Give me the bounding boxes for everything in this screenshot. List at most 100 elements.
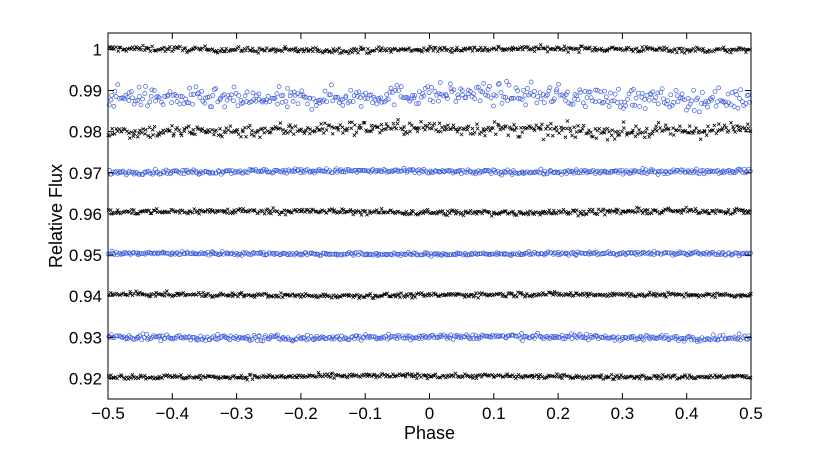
- data-point: [706, 124, 710, 129]
- data-point: [393, 292, 397, 297]
- data-point: [625, 291, 629, 296]
- data-point: [658, 293, 663, 297]
- data-point: [444, 168, 450, 174]
- data-point: [608, 90, 613, 96]
- data-point: [455, 92, 461, 98]
- data-point: [652, 208, 657, 213]
- data-point: [286, 168, 292, 174]
- data-point: [271, 206, 276, 210]
- data-point: [456, 210, 461, 215]
- data-point: [634, 252, 639, 257]
- data-point: [483, 133, 487, 138]
- data-point: [398, 210, 402, 215]
- data-point: [149, 251, 154, 256]
- data-point: [450, 50, 454, 55]
- data-point: [510, 292, 514, 296]
- data-point: [420, 91, 425, 96]
- data-point: [262, 211, 267, 216]
- data-point: [509, 48, 514, 53]
- data-point: [310, 49, 315, 54]
- data-point: [248, 48, 253, 52]
- data-point: [169, 100, 174, 105]
- data-point: [327, 123, 332, 127]
- data-point: [566, 50, 571, 55]
- data-point: [641, 48, 646, 53]
- data-point: [726, 128, 731, 133]
- data-point: [181, 171, 187, 177]
- data-point: [352, 46, 357, 51]
- data-point: [229, 171, 234, 176]
- data-point: [661, 96, 666, 102]
- data-point: [619, 167, 625, 173]
- data-point: [655, 47, 659, 52]
- data-point: [577, 50, 581, 55]
- data-point: [249, 132, 254, 137]
- data-point: [205, 95, 210, 100]
- data-point: [433, 292, 438, 297]
- data-point: [199, 88, 204, 94]
- data-point: [274, 168, 279, 174]
- data-point: [630, 102, 635, 108]
- data-point: [745, 122, 750, 127]
- data-point: [125, 293, 130, 298]
- data-point: [623, 103, 628, 108]
- data-point: [179, 94, 185, 99]
- data-point: [534, 123, 539, 128]
- data-point: [743, 251, 749, 257]
- data-point: [480, 89, 485, 95]
- data-point: [706, 292, 711, 297]
- data-point: [599, 209, 603, 214]
- data-point: [475, 126, 480, 131]
- data-point: [283, 212, 288, 217]
- data-point: [436, 294, 440, 298]
- data-point: [256, 91, 262, 97]
- data-point: [210, 47, 215, 51]
- data-point: [357, 95, 363, 100]
- data-point: [607, 46, 612, 51]
- data-point: [110, 45, 115, 49]
- data-point: [190, 101, 195, 107]
- data-point: [666, 126, 671, 131]
- data-point: [617, 132, 622, 137]
- data-point: [202, 100, 208, 106]
- data-point: [737, 125, 742, 129]
- data-point: [416, 101, 422, 106]
- data-point: [377, 210, 382, 215]
- data-point: [209, 104, 214, 110]
- data-point: [235, 103, 241, 109]
- data-point: [437, 80, 443, 85]
- data-point: [154, 207, 159, 211]
- data-point: [697, 211, 701, 216]
- data-point: [379, 294, 383, 298]
- data-point: [179, 373, 183, 377]
- data-point: [205, 130, 210, 135]
- data-point: [678, 208, 683, 213]
- data-point: [301, 94, 307, 100]
- data-point: [250, 251, 255, 256]
- data-point: [444, 292, 448, 297]
- data-point: [643, 208, 648, 213]
- data-point: [117, 96, 122, 101]
- data-point: [707, 292, 712, 297]
- data-point: [565, 89, 570, 95]
- data-point: [109, 248, 115, 254]
- data-point: [738, 294, 743, 299]
- data-point: [578, 292, 583, 297]
- data-point: [525, 86, 530, 91]
- data-point: [642, 106, 648, 111]
- data-point: [691, 108, 697, 113]
- data-point: [438, 46, 443, 50]
- data-point: [567, 169, 572, 175]
- data-point: [605, 126, 610, 131]
- data-point: [358, 104, 364, 109]
- data-point: [472, 96, 478, 101]
- data-point: [707, 169, 712, 175]
- data-point: [637, 127, 641, 132]
- data-point: [275, 332, 280, 338]
- data-point: [526, 45, 530, 49]
- data-point: [174, 333, 180, 339]
- data-point: [526, 212, 531, 217]
- data-point: [735, 124, 739, 128]
- data-point: [584, 95, 590, 100]
- data-point: [491, 126, 495, 130]
